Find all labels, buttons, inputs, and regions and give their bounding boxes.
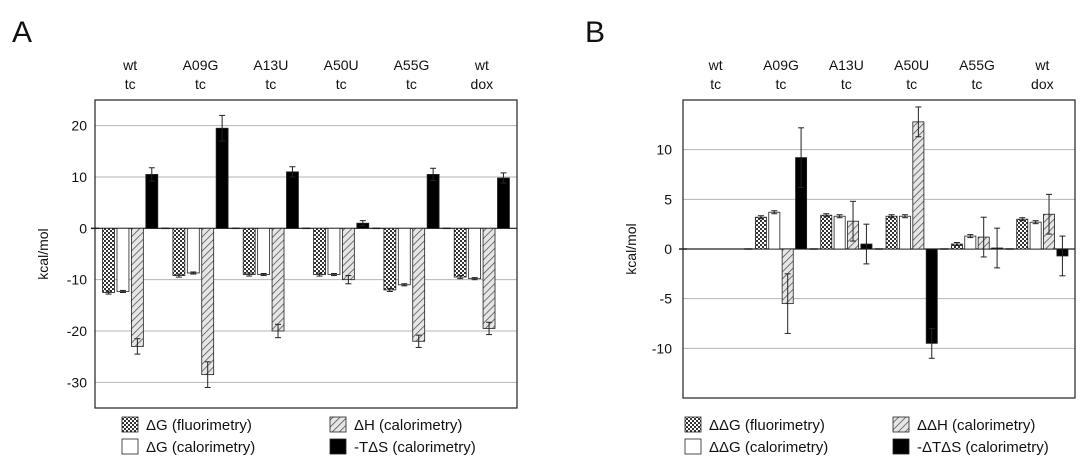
legend-swatch <box>121 438 139 455</box>
y-axis-label: kcal/mol <box>623 223 639 274</box>
category-label: A09G <box>183 57 219 73</box>
bar <box>482 227 496 329</box>
bar <box>383 227 397 291</box>
y-tick-label: 20 <box>71 118 87 134</box>
bar <box>102 227 115 293</box>
bar <box>116 227 130 292</box>
bar <box>885 215 898 250</box>
bar <box>145 174 159 229</box>
category-label: tc <box>710 76 721 92</box>
category-label: A13U <box>829 57 864 73</box>
bar <box>201 227 215 376</box>
legend-swatch <box>329 438 347 455</box>
y-tick-label: -10 <box>652 340 672 356</box>
category-label: wt <box>122 57 137 73</box>
category-label: tc <box>841 76 852 92</box>
bar <box>172 227 186 276</box>
legend-swatch <box>329 416 347 433</box>
bar <box>412 227 426 342</box>
category-label: dox <box>1031 76 1054 92</box>
legend-label: ΔH (calorimetry) <box>354 417 462 434</box>
bar <box>754 216 767 250</box>
bar <box>453 227 467 278</box>
category-label: A50U <box>324 57 359 73</box>
bar <box>186 227 200 274</box>
category-label: wt <box>708 57 723 73</box>
bar <box>899 215 911 250</box>
legend-label: ΔΔG (fluorimetry) <box>709 417 825 434</box>
category-label: A13U <box>253 57 288 73</box>
legend-label: -ΔTΔS (calorimetry) <box>917 439 1049 456</box>
legend-label: ΔG (fluorimetry) <box>146 417 252 434</box>
legend-swatch <box>892 416 910 433</box>
bar <box>833 215 846 250</box>
bar <box>242 227 256 275</box>
category-label: wt <box>474 57 489 73</box>
y-tick-label: -10 <box>67 272 87 288</box>
category-label: tc <box>406 76 417 92</box>
y-tick-label: 10 <box>71 169 87 185</box>
chart-panel-b: B 10 5 0 -5 -10 kcal/mol wt tc A09G tc A13U tc A50U tc… <box>585 16 1076 456</box>
category-label: tc <box>776 76 787 92</box>
bar <box>820 214 833 250</box>
bar <box>1029 221 1042 250</box>
bar <box>768 211 781 250</box>
bar <box>130 227 144 347</box>
legend-label: ΔΔH (calorimetry) <box>917 417 1035 434</box>
bar <box>257 227 271 275</box>
y-tick-label: 10 <box>656 142 672 158</box>
category-label: dox <box>471 76 494 92</box>
y-tick-label: 0 <box>79 220 87 236</box>
legend-swatch <box>684 416 702 433</box>
bar <box>271 227 285 332</box>
bar <box>1016 218 1029 250</box>
bar <box>397 227 411 286</box>
chart-panel-a: A 20 10 0 -10 -20 -30 kcal/mol wt tc A09G tc A13U tc A… <box>12 16 518 456</box>
bar <box>286 171 299 229</box>
category-label: tc <box>972 76 983 92</box>
plot-frame <box>94 99 518 409</box>
category-label: A09G <box>763 57 799 73</box>
bar <box>912 121 925 250</box>
legend-label: -TΔS (calorimetry) <box>354 439 476 456</box>
category-label: A50U <box>894 57 929 73</box>
category-label: A55G <box>394 57 430 73</box>
legend-label: ΔΔG (calorimetry) <box>709 439 828 456</box>
bar <box>327 227 341 275</box>
bar <box>468 227 482 280</box>
category-label: tc <box>125 76 136 92</box>
legend-swatch <box>684 438 702 455</box>
category-label: wt <box>1034 57 1049 73</box>
category-label: tc <box>265 76 276 92</box>
y-tick-label: -5 <box>660 291 673 307</box>
legend-label: ΔG (calorimetry) <box>146 439 255 456</box>
y-tick-label: 5 <box>664 191 672 207</box>
y-axis-label: kcal/mol <box>35 228 51 279</box>
bar <box>497 177 510 229</box>
bar <box>341 227 355 281</box>
panel-letter: A <box>12 16 32 49</box>
legend-swatch <box>892 438 910 455</box>
bar <box>426 174 440 229</box>
legend-swatch <box>121 416 139 433</box>
category-label: tc <box>336 76 347 92</box>
panel-letter: B <box>585 16 605 49</box>
y-tick-label: -30 <box>67 374 87 390</box>
bar <box>215 127 229 229</box>
category-label: A55G <box>959 57 995 73</box>
bar <box>313 227 326 275</box>
category-label: tc <box>906 76 917 92</box>
category-label: tc <box>195 76 206 92</box>
y-tick-label: -20 <box>67 323 87 339</box>
y-tick-label: 0 <box>664 241 672 257</box>
